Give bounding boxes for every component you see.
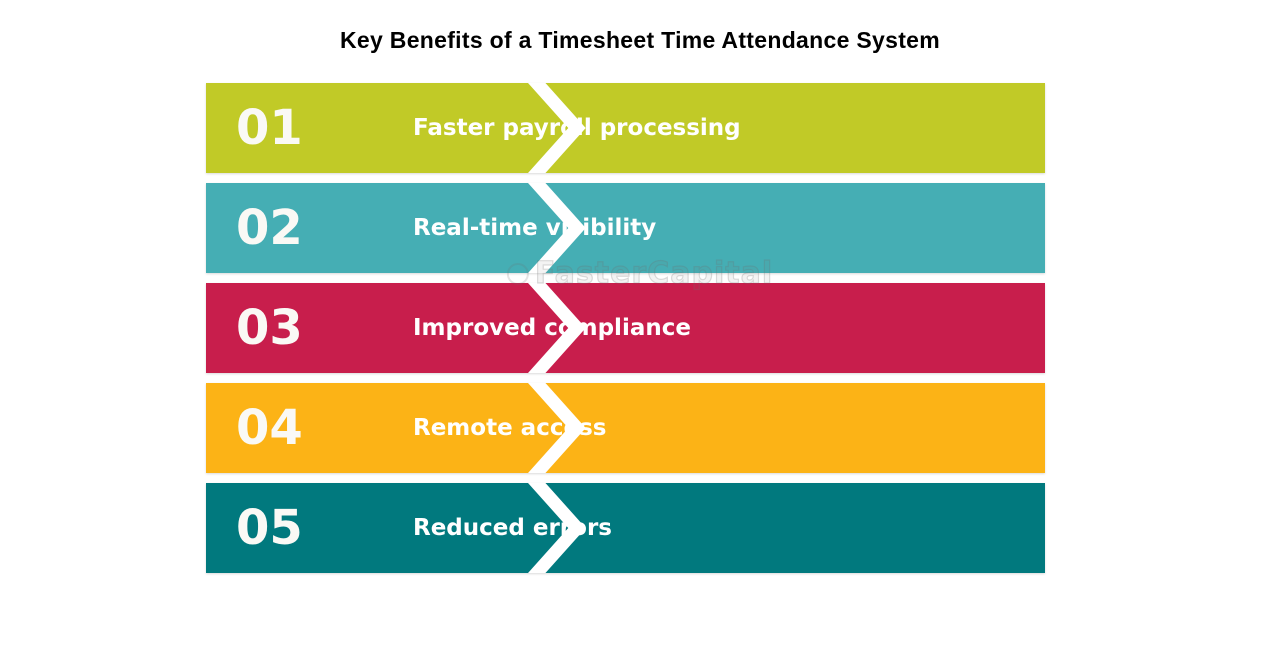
benefit-row: 05 Reduced errors	[206, 483, 1045, 573]
benefit-label: Faster payroll processing	[413, 115, 741, 141]
benefit-row: 02 Real-time visibility	[206, 183, 1045, 273]
benefit-number: 03	[236, 300, 303, 356]
benefit-row: 03 Improved compliance	[206, 283, 1045, 373]
benefit-label: Remote access	[413, 415, 607, 441]
page-title: Key Benefits of a Timesheet Time Attenda…	[340, 27, 940, 53]
benefit-label: Real-time visibility	[413, 215, 657, 241]
benefit-number: 05	[236, 500, 303, 556]
chevron-icon	[528, 483, 586, 573]
chevron-icon	[528, 383, 586, 473]
benefit-label: Improved compliance	[413, 315, 691, 341]
benefit-label: Reduced errors	[413, 515, 612, 541]
benefit-number: 02	[236, 200, 303, 256]
benefit-number: 04	[236, 400, 303, 456]
benefits-list: 01 Faster payroll processing 02 Real-tim…	[206, 83, 1045, 583]
benefit-row: 04 Remote access	[206, 383, 1045, 473]
benefit-row: 01 Faster payroll processing	[206, 83, 1045, 173]
benefit-number: 01	[236, 100, 303, 156]
